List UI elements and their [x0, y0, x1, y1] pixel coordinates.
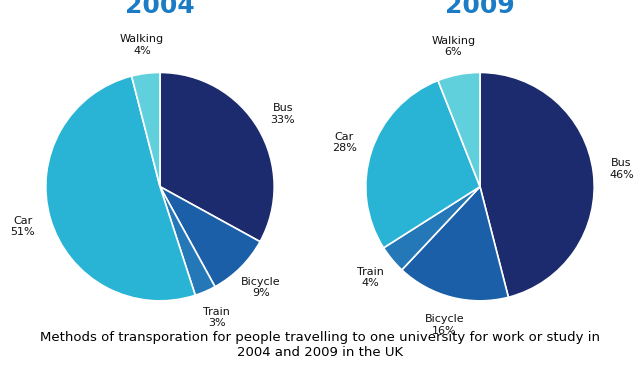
Title: 2009: 2009: [445, 0, 515, 18]
Text: Train
3%: Train 3%: [204, 307, 230, 328]
Wedge shape: [160, 187, 215, 295]
Text: Methods of transporation for people travelling to one university for work or stu: Methods of transporation for people trav…: [40, 330, 600, 359]
Text: Walking
6%: Walking 6%: [431, 36, 476, 57]
Text: Walking
4%: Walking 4%: [120, 34, 164, 56]
Wedge shape: [480, 72, 594, 297]
Wedge shape: [46, 76, 195, 301]
Text: Bus
33%: Bus 33%: [271, 103, 295, 125]
Text: Train
4%: Train 4%: [356, 267, 383, 288]
Wedge shape: [383, 187, 480, 270]
Wedge shape: [402, 187, 508, 301]
Title: 2004: 2004: [125, 0, 195, 18]
Wedge shape: [160, 187, 260, 287]
Wedge shape: [366, 81, 480, 248]
Text: Bicycle
9%: Bicycle 9%: [241, 277, 281, 298]
Text: Car
51%: Car 51%: [11, 216, 35, 237]
Wedge shape: [132, 72, 160, 187]
Text: Bicycle
16%: Bicycle 16%: [425, 314, 464, 336]
Wedge shape: [438, 72, 480, 187]
Text: Bus
46%: Bus 46%: [609, 158, 634, 180]
Wedge shape: [160, 72, 274, 242]
Text: Car
28%: Car 28%: [332, 132, 356, 153]
